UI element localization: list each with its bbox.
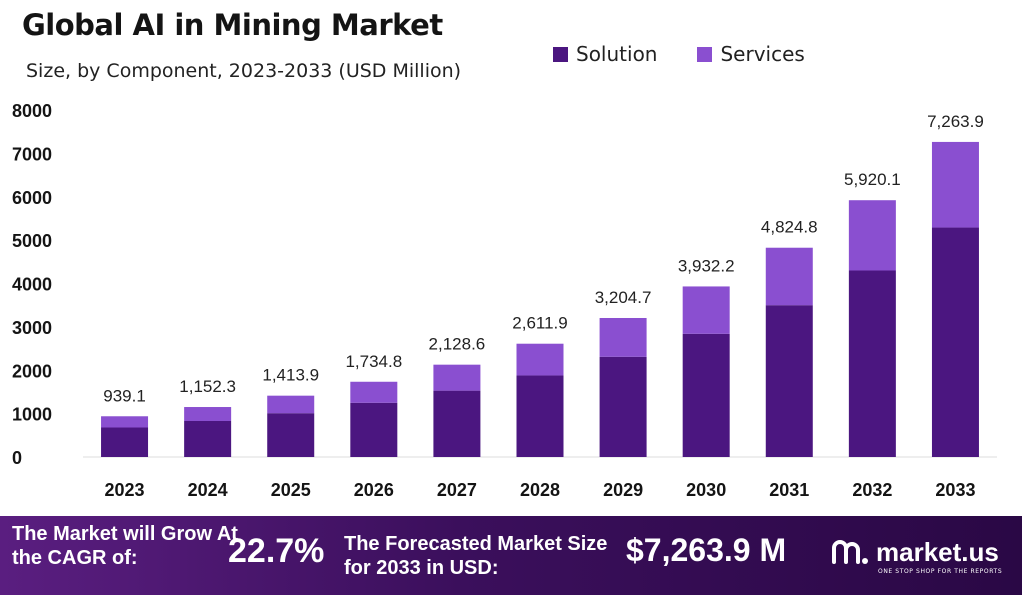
total-label-2033: 7,263.9 bbox=[927, 112, 984, 131]
legend-label-services: Services bbox=[720, 42, 805, 66]
x-tick-label-2023: 2023 bbox=[105, 480, 145, 500]
bar-services-2023 bbox=[101, 416, 149, 428]
brand-name: market.us bbox=[876, 536, 999, 567]
x-tick-label-2030: 2030 bbox=[686, 480, 726, 500]
bar-services-2024 bbox=[184, 407, 232, 421]
bar-solution-2029 bbox=[599, 356, 647, 457]
bar-solution-2025 bbox=[267, 413, 315, 457]
x-tick-label-2024: 2024 bbox=[188, 480, 228, 500]
bar-services-2031 bbox=[765, 247, 813, 306]
bar-solution-2027 bbox=[433, 390, 481, 457]
bar-services-2033 bbox=[931, 141, 979, 228]
x-tick-label-2027: 2027 bbox=[437, 480, 477, 500]
total-label-2024: 1,152.3 bbox=[179, 377, 236, 396]
y-tick-label: 0 bbox=[12, 448, 22, 468]
x-tick-label-2028: 2028 bbox=[520, 480, 560, 500]
bar-services-2030 bbox=[682, 286, 730, 334]
forecast-value: $7,263.9 M bbox=[626, 532, 787, 568]
x-tick-label-2025: 2025 bbox=[271, 480, 311, 500]
y-tick-label: 6000 bbox=[12, 188, 52, 208]
bar-services-2028 bbox=[516, 343, 564, 376]
forecast-label: The Forecasted Market Size for 2033 in U… bbox=[344, 533, 608, 579]
stacked-bar-chart: 0 1000 2000 3000 4000 5000 6000 7000 8000 939.1 20… bbox=[12, 101, 997, 500]
bar-services-2025 bbox=[267, 395, 315, 414]
chart-subtitle: Size, by Component, 2023-2033 (USD Milli… bbox=[26, 60, 462, 82]
x-tick-label-2033: 2033 bbox=[935, 480, 975, 500]
bar-solution-2033 bbox=[931, 227, 979, 457]
y-tick-label: 5000 bbox=[12, 231, 52, 251]
bar-services-2032 bbox=[848, 200, 896, 271]
x-tick-label-2026: 2026 bbox=[354, 480, 394, 500]
total-label-2031: 4,824.8 bbox=[761, 218, 818, 237]
cagr-label: The Market will Grow At the CAGR of: bbox=[12, 523, 238, 569]
bar-solution-2023 bbox=[101, 427, 149, 457]
total-label-2026: 1,734.8 bbox=[345, 352, 402, 371]
total-label-2023: 939.1 bbox=[103, 386, 146, 405]
total-label-2032: 5,920.1 bbox=[844, 170, 901, 189]
bar-solution-2024 bbox=[184, 420, 232, 457]
x-tick-label-2029: 2029 bbox=[603, 480, 643, 500]
total-label-2030: 3,932.2 bbox=[678, 256, 735, 275]
y-tick-label: 4000 bbox=[12, 275, 52, 295]
legend-label-solution: Solution bbox=[576, 42, 658, 66]
brand-logo: market.us ONE STOP SHOP FOR THE REPORTS bbox=[830, 536, 1002, 575]
page-title: Global AI in Mining Market bbox=[22, 8, 443, 42]
bar-solution-2026 bbox=[350, 402, 398, 457]
y-tick-label: 8000 bbox=[12, 101, 52, 121]
y-tick-label: 7000 bbox=[12, 144, 52, 164]
x-tick-label-2031: 2031 bbox=[769, 480, 809, 500]
y-tick-label: 3000 bbox=[12, 318, 52, 338]
total-label-2028: 2,611.9 bbox=[512, 314, 567, 333]
x-tick-label-2032: 2032 bbox=[852, 480, 892, 500]
market-us-logo-icon bbox=[832, 540, 868, 564]
legend-swatch-services bbox=[697, 46, 713, 62]
legend-swatch-solution bbox=[553, 46, 568, 62]
chart-legend: Solution Services bbox=[553, 42, 805, 66]
bar-solution-2028 bbox=[516, 375, 564, 457]
bar-services-2027 bbox=[433, 364, 481, 391]
bar-services-2026 bbox=[350, 381, 398, 403]
bar-services-2029 bbox=[599, 317, 647, 357]
y-tick-label: 2000 bbox=[12, 361, 52, 381]
legend-item-services: Services bbox=[697, 42, 805, 66]
bar-solution-2030 bbox=[682, 333, 730, 457]
summary-banner: The Market will Grow At the CAGR of: 22.… bbox=[0, 516, 1022, 595]
legend-item-solution: Solution bbox=[553, 42, 657, 66]
total-label-2029: 3,204.7 bbox=[595, 288, 652, 307]
brand-tagline: ONE STOP SHOP FOR THE REPORTS bbox=[878, 568, 1003, 575]
y-tick-label: 1000 bbox=[12, 405, 52, 425]
bar-solution-2032 bbox=[848, 270, 896, 457]
bar-solution-2031 bbox=[765, 305, 813, 457]
total-label-2027: 2,128.6 bbox=[429, 335, 486, 354]
total-label-2025: 1,413.9 bbox=[262, 366, 319, 385]
cagr-value: 22.7% bbox=[228, 532, 325, 570]
